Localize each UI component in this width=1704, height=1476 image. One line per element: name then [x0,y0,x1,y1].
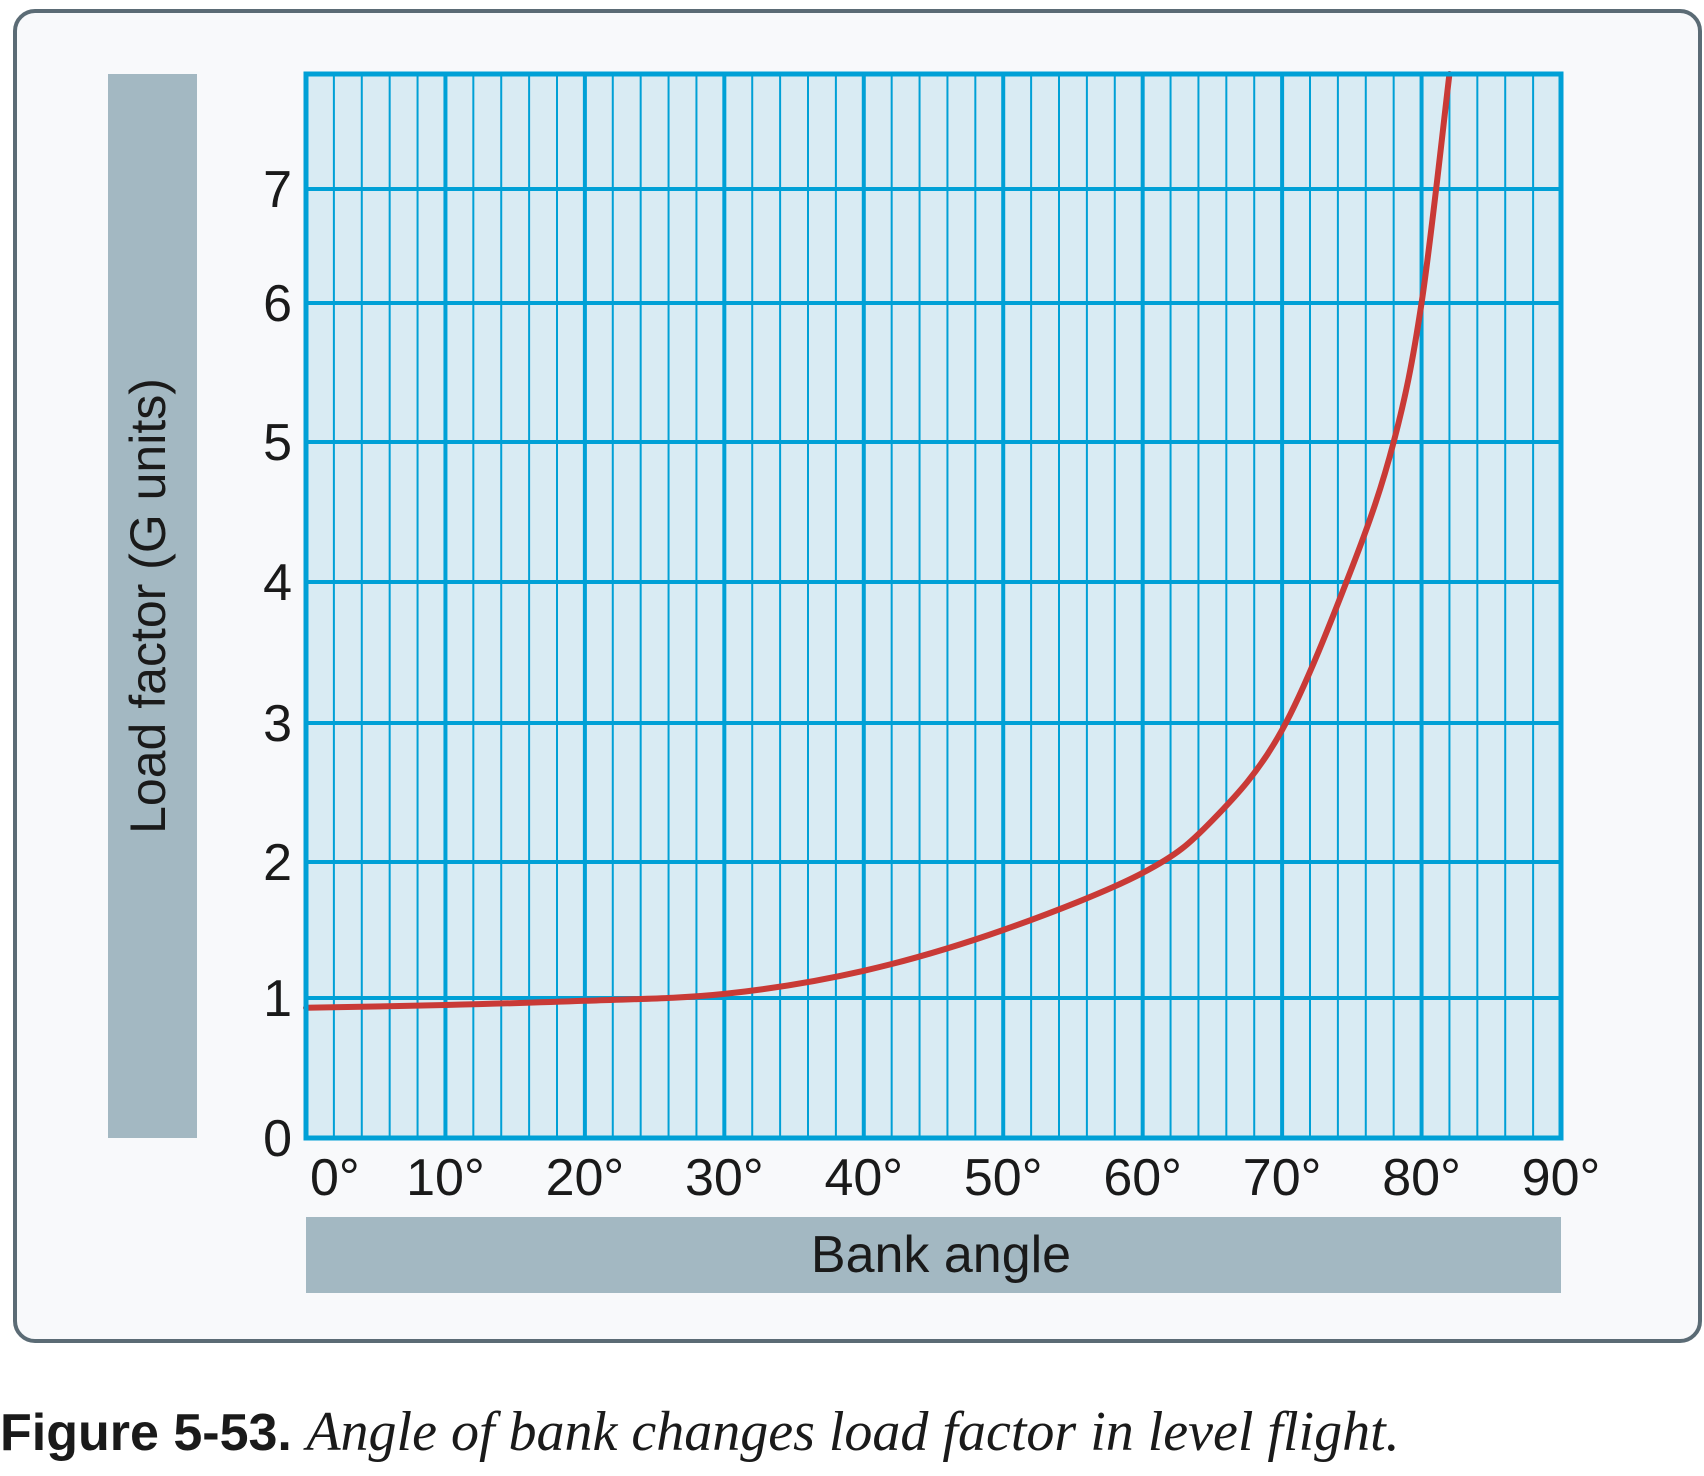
caption-label: Figure 5-53. [0,1404,292,1462]
y-tick-label: 3 [263,695,292,753]
y-tick-label: 0 [263,1110,292,1168]
x-tick-label: 90° [1522,1149,1601,1207]
y-tick-label: 1 [263,970,292,1028]
y-tick-label: 5 [263,414,292,472]
x-tick-label: 40° [824,1149,903,1207]
x-tick-label: 80° [1382,1149,1461,1207]
x-tick-label: 30° [685,1149,764,1207]
y-tick-label: 4 [263,554,292,612]
x-tick-label: 50° [964,1149,1043,1207]
x-axis-label-bar [306,1217,1561,1293]
x-tick-label: 0° [310,1149,360,1207]
x-tick-label: 70° [1243,1149,1322,1207]
y-tick-label: 7 [263,161,292,219]
caption-text: Angle of bank changes load factor in lev… [306,1401,1400,1463]
plot-border [303,71,1564,1141]
load-factor-curve [303,71,1453,1011]
x-tick-label: 10° [406,1149,485,1207]
x-tick-label: 60° [1103,1149,1182,1207]
plot-area [306,74,1561,1138]
figure-caption: Figure 5-53. Angle of bank changes load … [0,1400,1400,1464]
y-tick-label: 6 [263,275,292,333]
x-tick-label: 20° [546,1149,625,1207]
y-axis-label-bar [108,74,197,1138]
y-tick-label: 2 [263,834,292,892]
x-axis-label: Bank angle [811,1226,1071,1284]
y-axis-label: Load factor (G units) [120,378,176,834]
load-factor-chart: 0 1 2 3 4 5 6 7 0° 10° 20° 30° 40° 50° 60° 70° 80° 90° L… [108,71,1601,1293]
